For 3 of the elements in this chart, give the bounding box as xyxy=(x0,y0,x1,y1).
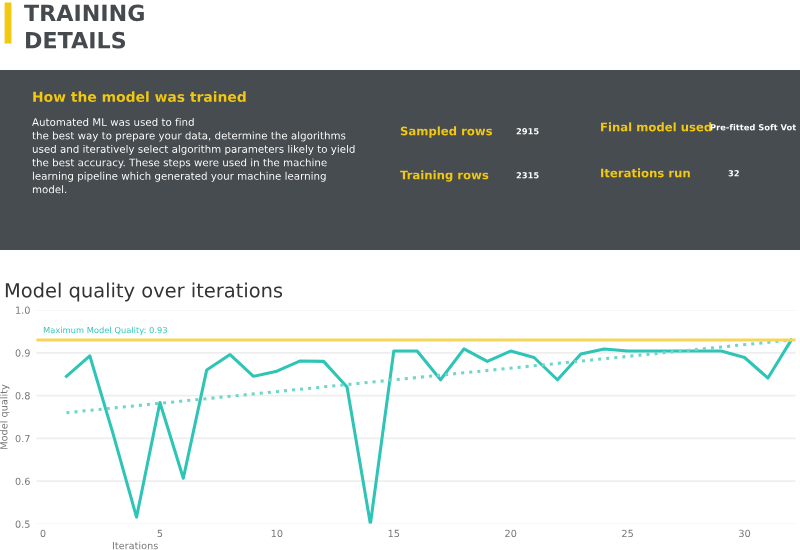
chart-title: Model quality over iterations xyxy=(5,282,283,302)
line-series xyxy=(64,338,793,524)
text: TRAINING DETAILS xyxy=(24,4,144,49)
